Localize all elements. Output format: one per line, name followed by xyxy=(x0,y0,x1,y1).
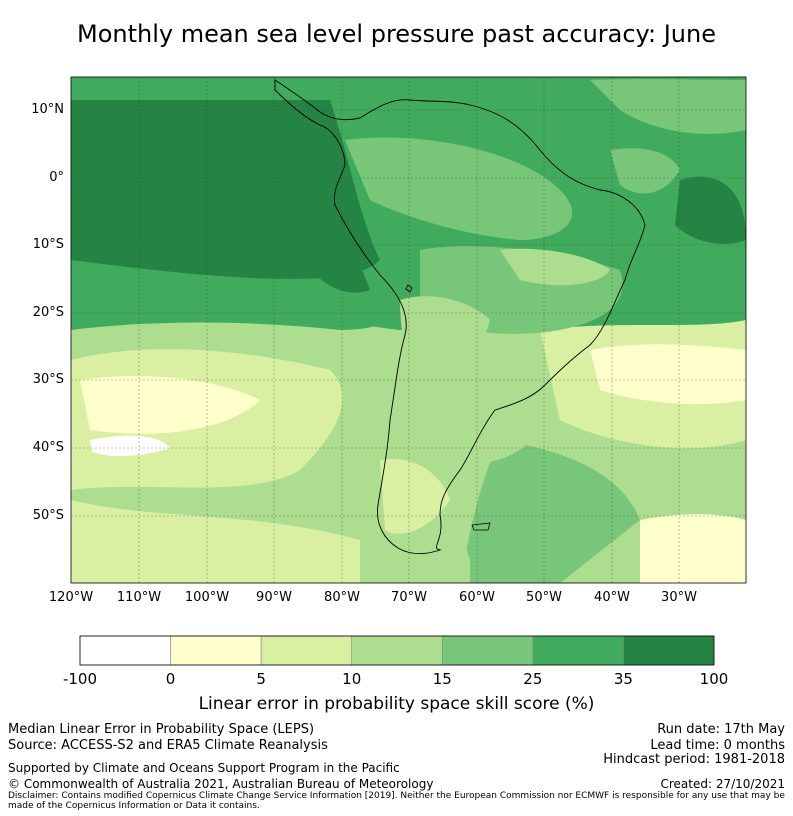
footer-leps: Median Linear Error in Probability Space… xyxy=(8,722,315,737)
lat-label: 10°S xyxy=(32,237,64,252)
lon-label: 90°W xyxy=(256,590,292,605)
colorbar-swatch xyxy=(532,635,624,666)
lon-label: 100°W xyxy=(184,590,230,605)
south-america-coastline xyxy=(274,79,646,554)
lead-time: Lead time: 0 months xyxy=(650,738,785,753)
colorbar-tick-label: -100 xyxy=(62,670,98,688)
colorbar-tick-label: 5 xyxy=(256,670,266,688)
falkland-islands xyxy=(471,522,491,531)
colorbar-swatch xyxy=(79,635,171,666)
lon-label: 50°W xyxy=(526,590,562,605)
lat-label: 0° xyxy=(49,170,64,185)
colorbar-swatch xyxy=(170,635,262,666)
lon-label: 80°W xyxy=(324,590,360,605)
colorbar-title: Linear error in probability space skill … xyxy=(198,694,595,714)
lon-label: 30°W xyxy=(661,590,697,605)
lon-label: 70°W xyxy=(391,590,427,605)
hindcast-period: Hindcast period: 1981-2018 xyxy=(603,752,785,767)
lat-label: 50°S xyxy=(32,508,64,523)
colorbar-swatch xyxy=(623,635,715,666)
colorbar-tick-label: 35 xyxy=(613,670,633,688)
colorbar-frame xyxy=(79,635,715,666)
map-frame xyxy=(70,76,747,584)
lon-label: 60°W xyxy=(459,590,495,605)
chart-title: Monthly mean sea level pressure past acc… xyxy=(76,20,716,48)
run-date: Run date: 17th May xyxy=(657,722,785,737)
colorbar xyxy=(79,635,715,666)
lat-label: 20°S xyxy=(32,305,64,320)
lon-label: 110°W xyxy=(116,590,162,605)
colorbar-tick-label: 100 xyxy=(699,670,729,688)
graticule xyxy=(71,77,746,583)
colorbar-tick-label: 10 xyxy=(342,670,362,688)
lon-label: 40°W xyxy=(594,590,630,605)
lake-titicaca xyxy=(405,284,413,293)
disclaimer: Disclaimer: Contains modified Copernicus… xyxy=(8,791,785,811)
footer-support: Supported by Climate and Oceans Support … xyxy=(8,761,400,775)
colorbar-tick-label: 0 xyxy=(165,670,176,688)
colorbar-tick-label: 15 xyxy=(432,670,452,688)
lat-label: 10°N xyxy=(31,102,64,117)
footer-copyright: © Commonwealth of Australia 2021, Austra… xyxy=(8,777,434,791)
colorbar-swatch xyxy=(441,635,534,666)
skill-field xyxy=(71,77,746,583)
colorbar-swatch xyxy=(260,635,353,666)
footer-source: Source: ACCESS-S2 and ERA5 Climate Reana… xyxy=(8,738,328,753)
lat-label: 30°S xyxy=(32,372,64,387)
created-date: Created: 27/10/2021 xyxy=(660,777,785,791)
colorbar-swatch xyxy=(351,635,443,666)
lon-label: 120°W xyxy=(48,590,94,605)
lat-label: 40°S xyxy=(32,440,64,455)
colorbar-tick-label: 25 xyxy=(523,670,543,688)
